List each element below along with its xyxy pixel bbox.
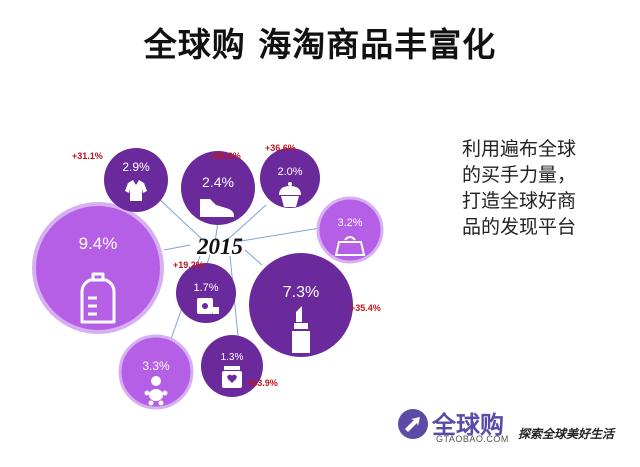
supplement-jar-icon: [222, 366, 242, 388]
description-line: 利用遍布全球: [462, 138, 577, 160]
value-label: 2.4%: [202, 174, 234, 190]
value-label: 2.0%: [277, 166, 302, 178]
value-label: 3.3%: [142, 359, 170, 373]
connector-clothing: [157, 197, 206, 243]
brand-arrow-icon: [398, 409, 428, 439]
bubble-toys[interactable]: 3.3%: [118, 334, 194, 410]
baby-bottle-icon: [80, 272, 116, 324]
change-label-health: +53.9%: [247, 378, 278, 388]
connector-bags: [234, 227, 321, 243]
year-label: 2015: [196, 234, 243, 259]
cupcake-icon: [279, 182, 301, 207]
value-label: 1.3%: [221, 352, 244, 363]
handbag-icon: [334, 236, 366, 256]
bubble-baby[interactable]: 9.4%: [32, 202, 164, 334]
description-line: 的买手力量，: [462, 164, 577, 186]
connector-shoes: [214, 221, 219, 243]
brand-slogan: 探索全球美好生活: [518, 427, 615, 441]
description-line: 打造全球好商: [462, 190, 577, 212]
value-label: 2.9%: [122, 160, 150, 174]
connector-baby: [163, 244, 191, 251]
change-label-shoes: +68.6%: [210, 151, 241, 161]
shirt-icon: [125, 180, 147, 201]
change-label-household: +19.2%: [173, 260, 204, 270]
change-label-cosmetics: +35.4%: [350, 303, 381, 313]
baby-toy-icon: [144, 376, 168, 406]
connector-household: [206, 254, 211, 265]
connector-cosmetics: [244, 249, 263, 266]
value-label: 7.3%: [283, 284, 319, 301]
sneaker-icon: [200, 199, 234, 217]
page-title: 全球购 海淘商品丰富化: [143, 25, 497, 64]
value-label: 1.7%: [193, 282, 218, 294]
bubble-shoes[interactable]: 2.4%: [181, 151, 255, 225]
bubble-clothing[interactable]: 2.9%: [104, 148, 168, 212]
brand-logo: 全球购 GTAOBAO.COM 探索全球美好生活: [398, 405, 630, 449]
bubble-household[interactable]: 1.7%: [176, 263, 236, 323]
description-line: 品的发现平台: [462, 216, 577, 238]
bubble-bags[interactable]: 3.2%: [316, 196, 384, 264]
brand-name: 全球购: [432, 411, 504, 439]
value-label: 3.2%: [337, 217, 362, 229]
lipstick-icon: [292, 306, 310, 353]
change-label-clothing: +31.1%: [72, 151, 103, 161]
value-label: 9.4%: [79, 234, 118, 253]
change-label-food: +36.6%: [265, 143, 296, 153]
connector-food: [224, 204, 267, 243]
description: 利用遍布全球 的买手力量， 打造全球好商 品的发现平台: [462, 136, 612, 240]
brand-domain: GTAOBAO.COM: [436, 434, 509, 444]
bubble-food[interactable]: 2.0%: [260, 148, 320, 208]
bubble-cosmetics[interactable]: 7.3%: [249, 253, 353, 357]
bubble-health[interactable]: 1.3%: [201, 335, 263, 397]
tissue-roll-icon: [197, 298, 219, 314]
